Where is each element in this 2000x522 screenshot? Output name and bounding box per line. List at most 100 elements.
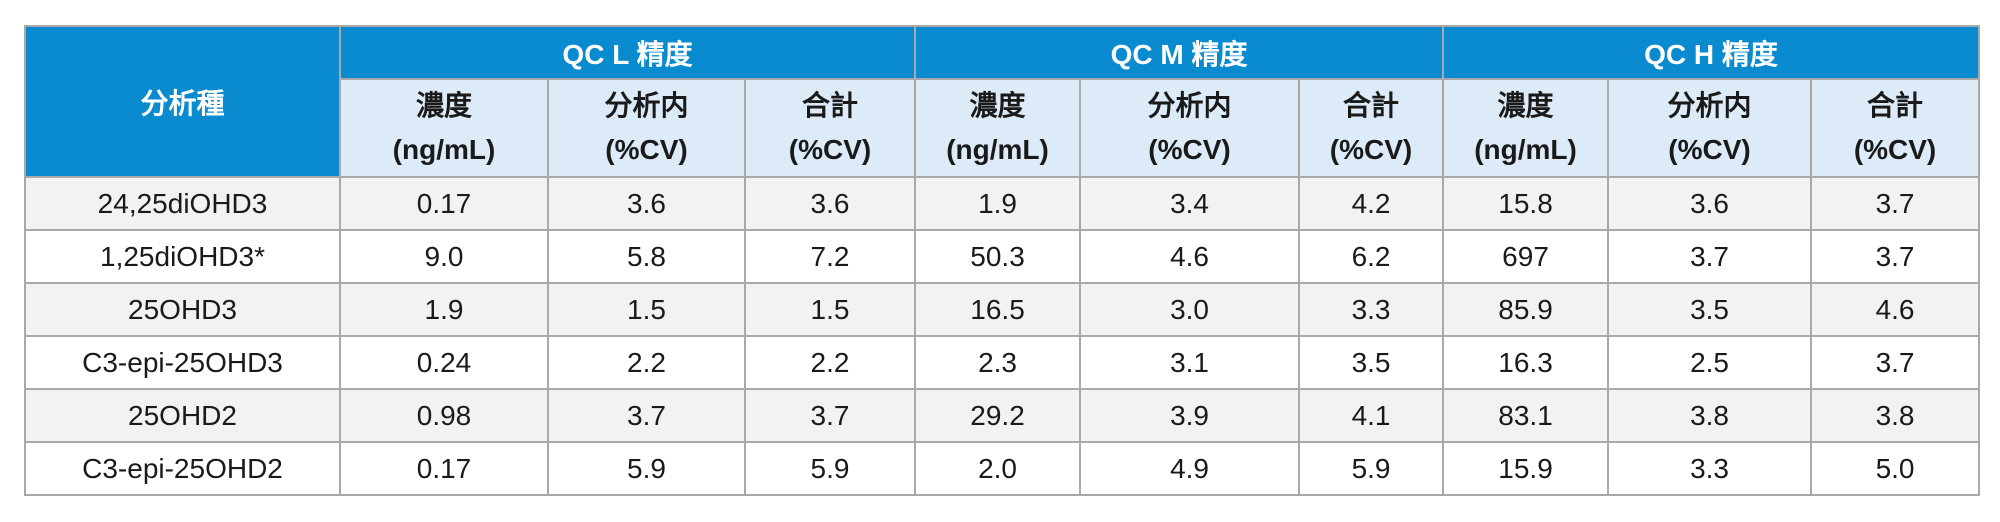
table-row: 25OHD3 1.9 1.5 1.5 16.5 3.0 3.3 85.9 3.5… [24,282,1981,337]
value-cell: 85.9 [1442,282,1610,337]
value-cell: 3.6 [547,176,746,231]
value-cell: 7.2 [743,229,917,284]
analyte-cell: 25OHD3 [24,282,341,337]
analyte-cell: C3-epi-25OHD3 [24,335,341,390]
value-cell: 4.6 [1079,229,1301,284]
value-cell: 3.8 [1810,388,1981,443]
header-line1: 濃度 [1497,90,1554,121]
value-cell: 83.1 [1442,388,1610,443]
header-line2: (%CV) [1329,134,1413,165]
value-cell: 16.5 [914,282,1082,337]
value-cell: 16.3 [1442,335,1610,390]
value-cell: 3.6 [1607,176,1813,231]
qcl-total-cv-header: 合計 (%CV) [743,78,917,178]
value-cell: 4.2 [1298,176,1445,231]
qch-intra-cv-header: 分析内 (%CV) [1607,78,1813,178]
value-cell: 6.2 [1298,229,1445,284]
value-cell: 15.8 [1442,176,1610,231]
value-cell: 5.8 [547,229,746,284]
group-header-qcm: QC M 精度 [914,25,1445,80]
value-cell: 2.2 [547,335,746,390]
value-cell: 697 [1442,229,1610,284]
value-cell: 3.7 [1810,176,1981,231]
header-line1: 合計 [1343,90,1400,121]
value-cell: 5.9 [743,441,917,496]
value-cell: 15.9 [1442,441,1610,496]
qch-total-cv-header: 合計 (%CV) [1810,78,1981,178]
group-header-qcl: QC L 精度 [338,25,917,80]
value-cell: 3.6 [743,176,917,231]
qch-concentration-header: 濃度 (ng/mL) [1442,78,1610,178]
header-line1: 分析内 [1147,90,1232,121]
table-row: 24,25diOHD3 0.17 3.6 3.6 1.9 3.4 4.2 15.… [24,176,1981,231]
header-line2: (%CV) [1853,134,1937,165]
table-row: C3-epi-25OHD3 0.24 2.2 2.2 2.3 3.1 3.5 1… [24,335,1981,390]
value-cell: 9.0 [339,229,549,284]
header-line1: 合計 [1867,90,1924,121]
qcl-intra-cv-header: 分析内 (%CV) [547,78,746,178]
group-header-row: 分析種 QC L 精度 QC M 精度 QC H 精度 [24,25,1981,178]
analyte-column-header: 分析種 [24,25,341,178]
value-cell: 3.5 [1607,282,1813,337]
value-cell: 3.9 [1079,388,1301,443]
value-cell: 2.0 [914,441,1082,496]
value-cell: 3.7 [1607,229,1813,284]
value-cell: 0.24 [339,335,549,390]
header-line1: 合計 [802,90,859,121]
group-header-qch: QC H 精度 [1442,25,1981,80]
analyte-cell: 24,25diOHD3 [24,176,341,231]
value-cell: 3.7 [547,388,746,443]
value-cell: 1.5 [743,282,917,337]
value-cell: 2.2 [743,335,917,390]
header-line2: (%CV) [1148,134,1231,165]
value-cell: 5.9 [1298,441,1445,496]
value-cell: 3.8 [1607,388,1813,443]
value-cell: 0.17 [339,441,549,496]
header-line2: (ng/mL) [1474,134,1577,165]
value-cell: 3.4 [1079,176,1301,231]
value-cell: 29.2 [914,388,1082,443]
analyte-cell: 1,25diOHD3* [24,229,341,284]
table-row: C3-epi-25OHD2 0.17 5.9 5.9 2.0 4.9 5.9 1… [24,441,1981,496]
value-cell: 5.9 [547,441,746,496]
value-cell: 2.5 [1607,335,1813,390]
table-row: 1,25diOHD3* 9.0 5.8 7.2 50.3 4.6 6.2 697… [24,229,1981,284]
qcm-intra-cv-header: 分析内 (%CV) [1079,78,1301,178]
header-line2: (ng/mL) [946,134,1049,165]
value-cell: 4.6 [1810,282,1981,337]
table-body: 24,25diOHD3 0.17 3.6 3.6 1.9 3.4 4.2 15.… [24,176,1981,496]
value-cell: 3.7 [1810,229,1981,284]
value-cell: 5.0 [1810,441,1981,496]
value-cell: 1.9 [339,282,549,337]
qcm-concentration-header: 濃度 (ng/mL) [914,78,1082,178]
header-line2: (%CV) [605,134,688,165]
value-cell: 1.9 [914,176,1082,231]
sub-header-row: 濃度 (ng/mL) 分析内 (%CV) 合計 (%CV) 濃度 (ng/mL) 分析内… [25,78,1981,178]
value-cell: 0.17 [339,176,549,231]
value-cell: 3.0 [1079,282,1301,337]
value-cell: 50.3 [914,229,1082,284]
qcl-concentration-header: 濃度 (ng/mL) [339,78,549,178]
value-cell: 3.1 [1079,335,1301,390]
value-cell: 3.7 [1810,335,1981,390]
precision-table-container: 分析種 QC L 精度 QC M 精度 QC H 精度 濃度 (ng/mL) 分析… [24,25,1981,496]
value-cell: 2.3 [914,335,1082,390]
value-cell: 3.7 [743,388,917,443]
table-row: 25OHD2 0.98 3.7 3.7 29.2 3.9 4.1 83.1 3.… [24,388,1981,443]
value-cell: 4.9 [1079,441,1301,496]
value-cell: 3.3 [1298,282,1445,337]
value-cell: 3.3 [1607,441,1813,496]
qcm-total-cv-header: 合計 (%CV) [1298,78,1445,178]
value-cell: 4.1 [1298,388,1445,443]
header-line1: 分析内 [604,90,689,121]
precision-table: 分析種 QC L 精度 QC M 精度 QC H 精度 濃度 (ng/mL) 分析… [24,25,1981,496]
header-line2: (%CV) [1668,134,1751,165]
analyte-cell: 25OHD2 [24,388,341,443]
value-cell: 3.5 [1298,335,1445,390]
header-line1: 分析内 [1667,90,1752,121]
value-cell: 0.98 [339,388,549,443]
header-line2: (%CV) [788,134,872,165]
header-line1: 濃度 [969,90,1026,121]
analyte-cell: C3-epi-25OHD2 [24,441,341,496]
header-line2: (ng/mL) [392,134,496,165]
